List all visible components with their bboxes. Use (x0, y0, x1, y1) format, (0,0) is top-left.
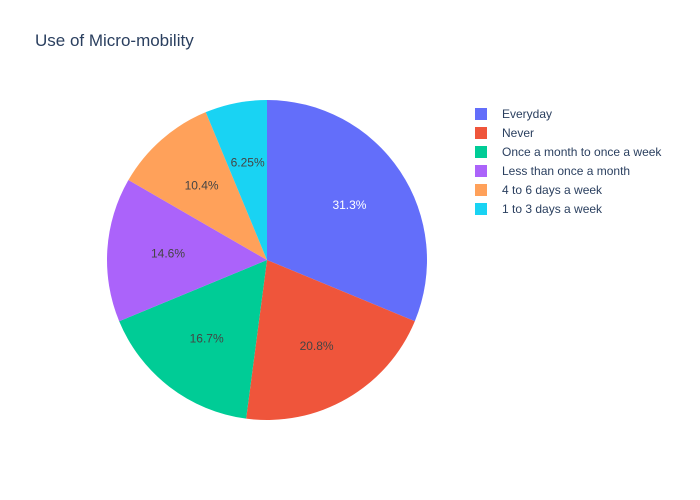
pie-slice[interactable] (205, 100, 267, 260)
legend-item[interactable]: Never (475, 123, 661, 142)
slice-label: 20.8% (300, 339, 334, 353)
legend-item[interactable]: 1 to 3 days a week (475, 199, 661, 218)
pie-slice[interactable] (107, 180, 267, 322)
legend-swatch (475, 164, 487, 177)
legend-item[interactable]: Less than once a month (475, 161, 661, 180)
legend-item[interactable]: Everyday (475, 104, 661, 123)
pie-slice[interactable] (267, 100, 428, 322)
chart-title: Use of Micro-mobility (35, 31, 194, 50)
pie-slice[interactable] (246, 260, 415, 421)
legend-label: 1 to 3 days a week (502, 201, 603, 216)
pie-slice[interactable] (119, 260, 267, 419)
slice-label: 14.6% (151, 247, 185, 261)
legend-label: Everyday (502, 106, 553, 121)
slice-label: 10.4% (185, 178, 219, 192)
pie-slice[interactable] (128, 112, 267, 260)
legend-swatch (475, 145, 487, 158)
legend-item[interactable]: Once a month to once a week (475, 142, 661, 161)
slice-label: 6.25% (231, 156, 265, 170)
legend-label: Never (502, 125, 535, 140)
legend-label: Less than once a month (502, 163, 631, 178)
legend-swatch (475, 202, 487, 215)
slice-label: 31.3% (332, 198, 366, 212)
legend-item[interactable]: 4 to 6 days a week (475, 180, 661, 199)
legend-swatch (475, 107, 487, 120)
slice-label: 16.7% (190, 332, 224, 346)
legend: Everyday Never Once a month to once a week… (475, 104, 661, 218)
legend-swatch (475, 126, 487, 139)
legend-label: Once a month to once a week (502, 144, 662, 159)
legend-swatch (475, 183, 487, 196)
legend-label: 4 to 6 days a week (502, 182, 603, 197)
